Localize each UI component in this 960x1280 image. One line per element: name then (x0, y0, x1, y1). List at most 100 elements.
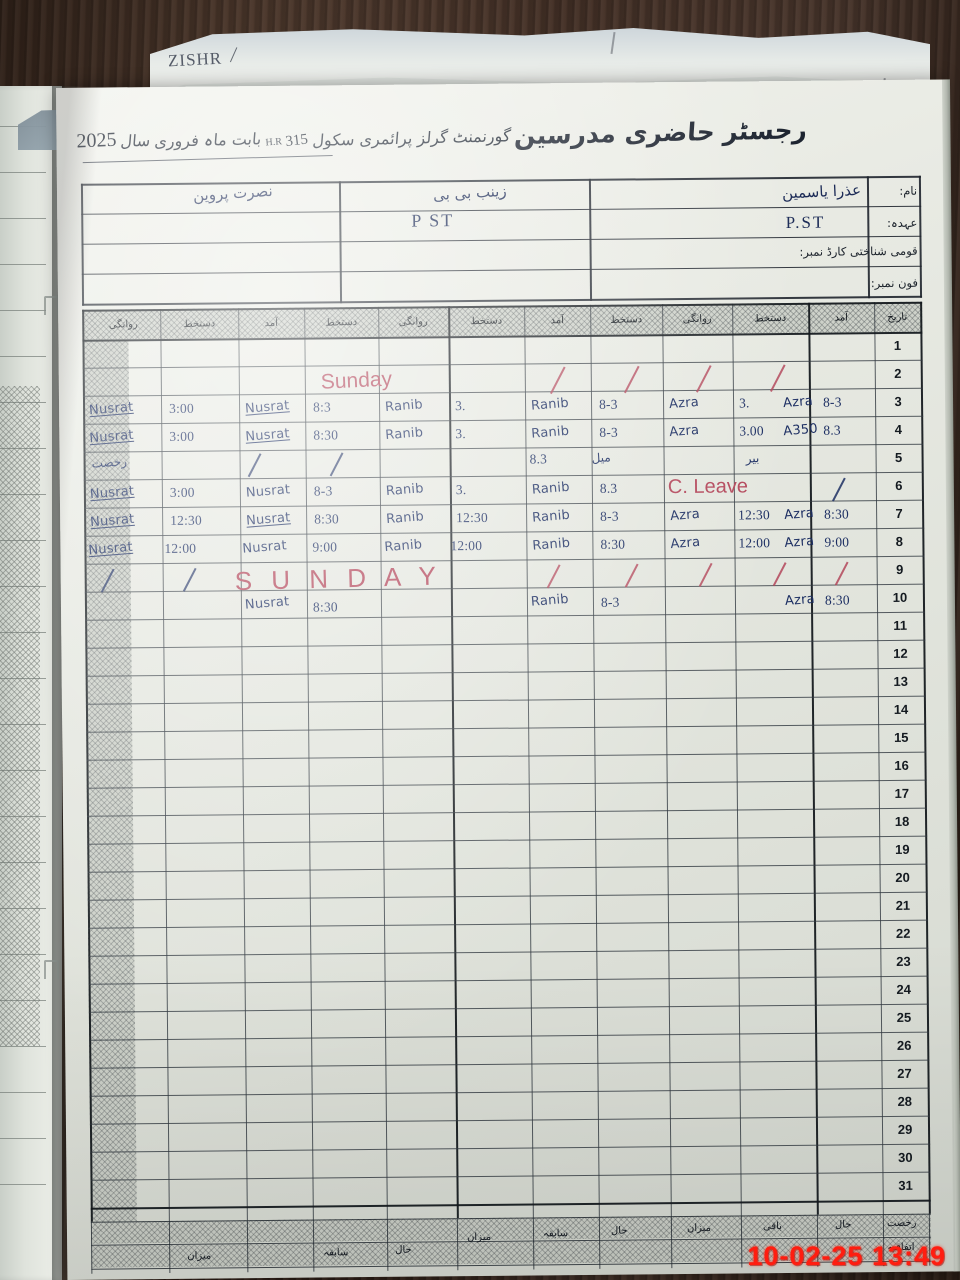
entry-sig: Nusrat (245, 510, 292, 529)
date-cell: 2 (894, 365, 902, 381)
entry-time: 3. (455, 426, 466, 442)
entry-leave-label: C. Leave (667, 475, 749, 499)
header-signature-1: دستخط (754, 312, 787, 325)
teacher-name-nusrat: نصرت پروین (192, 181, 274, 205)
date-cell: 1 (893, 337, 902, 353)
summary-cell: حال (610, 1225, 628, 1237)
year-label: سال (119, 130, 152, 151)
strike-row6 (831, 477, 846, 502)
header-departure-3: روانگی (108, 318, 138, 331)
date-cell: 11 (893, 617, 908, 633)
strike-row2-b (623, 365, 640, 394)
entry-time: 8:3 (313, 399, 332, 415)
entry-time: 12:00 (450, 537, 483, 554)
entry-sig: Azra (784, 591, 816, 610)
date-cell: 4 (894, 421, 902, 437)
entry-time: 8:30 (314, 511, 340, 527)
entry-sig: Ranib (530, 423, 570, 442)
teacher-designation-zainab: P ST (411, 210, 455, 231)
register-page: رجسٹر حاضری مدرسین گورنمنٹ گرلز پرائمری … (56, 79, 960, 1280)
school-number: 315 (284, 131, 310, 150)
entry-time: 8.3 (599, 480, 618, 496)
strike-row9-d (624, 563, 639, 588)
entry-time: 8-3 (599, 424, 619, 440)
staple-bottom (44, 960, 59, 979)
entry-time: 8-3 (313, 483, 333, 499)
label-designation: عہدہ: (887, 215, 918, 231)
date-cell: 19 (895, 841, 910, 857)
entry-sig: Ranib (385, 509, 425, 528)
entry-time: 3. (738, 395, 750, 411)
entry-sig: Ranib (384, 397, 424, 416)
entry-sig: Azra (782, 393, 814, 412)
label-name: نام: (899, 183, 918, 198)
summary-cell: سابقہ (323, 1247, 349, 1259)
date-cell: 17 (894, 785, 910, 801)
header-arrival-1: آمد (834, 312, 849, 324)
date-cell: 31 (898, 1177, 913, 1193)
entry-sig: Nusrat (244, 398, 290, 417)
staple-top (44, 296, 59, 315)
header-signature-5: دستخط (183, 318, 216, 331)
date-cell: 15 (893, 729, 909, 745)
strike-row2-d (769, 364, 786, 392)
entry-sig: Azra (669, 534, 701, 553)
strike-row9-c (546, 564, 561, 589)
entry-note-urdu-right: بیر (745, 450, 760, 466)
entry-sig: Ranib (530, 591, 570, 610)
date-cell: 5 (894, 449, 903, 465)
date-cell: 18 (894, 813, 910, 829)
entry-time: 8-3 (822, 394, 842, 410)
entry-time: 8.3 (823, 422, 841, 438)
school-name: گورنمنٹ گرلز پرائمری سکول (311, 126, 512, 150)
entry-time: 8:30 (824, 506, 850, 522)
facing-page (0, 86, 62, 1280)
entry-time: 3.00 (739, 423, 764, 439)
register-title: رجسٹر حاضری مدرسین (513, 115, 808, 151)
strike-row9-g (834, 561, 849, 586)
date-cell: 8 (895, 533, 904, 549)
summary-cell: میزان (187, 1250, 212, 1262)
date-cell: 26 (896, 1037, 912, 1053)
entry-time: 8:30 (312, 599, 338, 615)
entry-time: 12:00 (164, 540, 197, 556)
label-phone: فون نمبر: (870, 275, 918, 291)
attendance-grid: تاریخ آمد دستخط روانگی دستخط آمد دستخط ر… (82, 301, 931, 1222)
entry-sig: Azra (668, 422, 700, 441)
header-date: تاریخ (887, 311, 908, 324)
entry-time: 12:30 (456, 509, 488, 526)
date-cell: 28 (897, 1093, 913, 1109)
header-signature-4: دستخط (325, 316, 358, 329)
entry-sig: Azra (669, 506, 701, 525)
strike-row5-b (329, 452, 344, 477)
strike-row9-e (698, 562, 713, 587)
header-signature-2: دستخط (610, 314, 643, 326)
date-cell: 7 (895, 505, 903, 521)
facing-page-hatch (0, 386, 40, 1046)
entry-time: 12:30 (170, 512, 202, 528)
entry-sig: Ranib (383, 537, 423, 556)
entry-sig: Azra (668, 394, 700, 413)
entry-sig: Ranib (531, 479, 571, 498)
entry-sig: Azra (783, 505, 815, 524)
entry-sig: Ranib (385, 481, 425, 500)
entry-sig: Nusrat (244, 594, 290, 613)
summary-cell: باقی (762, 1221, 782, 1233)
date-cell: 29 (897, 1121, 913, 1137)
entry-time: 3. (455, 482, 467, 498)
entry-time: 8-3 (598, 396, 618, 412)
entry-sig: Ranib (531, 507, 571, 526)
header-departure-2: روانگی (398, 316, 428, 328)
date-cell: 23 (896, 953, 911, 969)
date-cell: 13 (893, 673, 909, 689)
entry-sig: Nusrat (241, 538, 288, 557)
entry-sig: Ranib (384, 425, 424, 444)
entry-sig: Ranib (530, 395, 570, 414)
strike-row2-a (550, 366, 566, 394)
date-cell: 20 (895, 869, 910, 885)
date-cell: 30 (897, 1149, 913, 1165)
header-arrival-3: آمد (264, 317, 279, 330)
entry-time: 12:30 (738, 507, 770, 523)
page-title: رجسٹر حاضری مدرسین گورنمنٹ گرلز پرائمری … (76, 115, 926, 170)
entry-time: 8:30 (600, 536, 626, 552)
